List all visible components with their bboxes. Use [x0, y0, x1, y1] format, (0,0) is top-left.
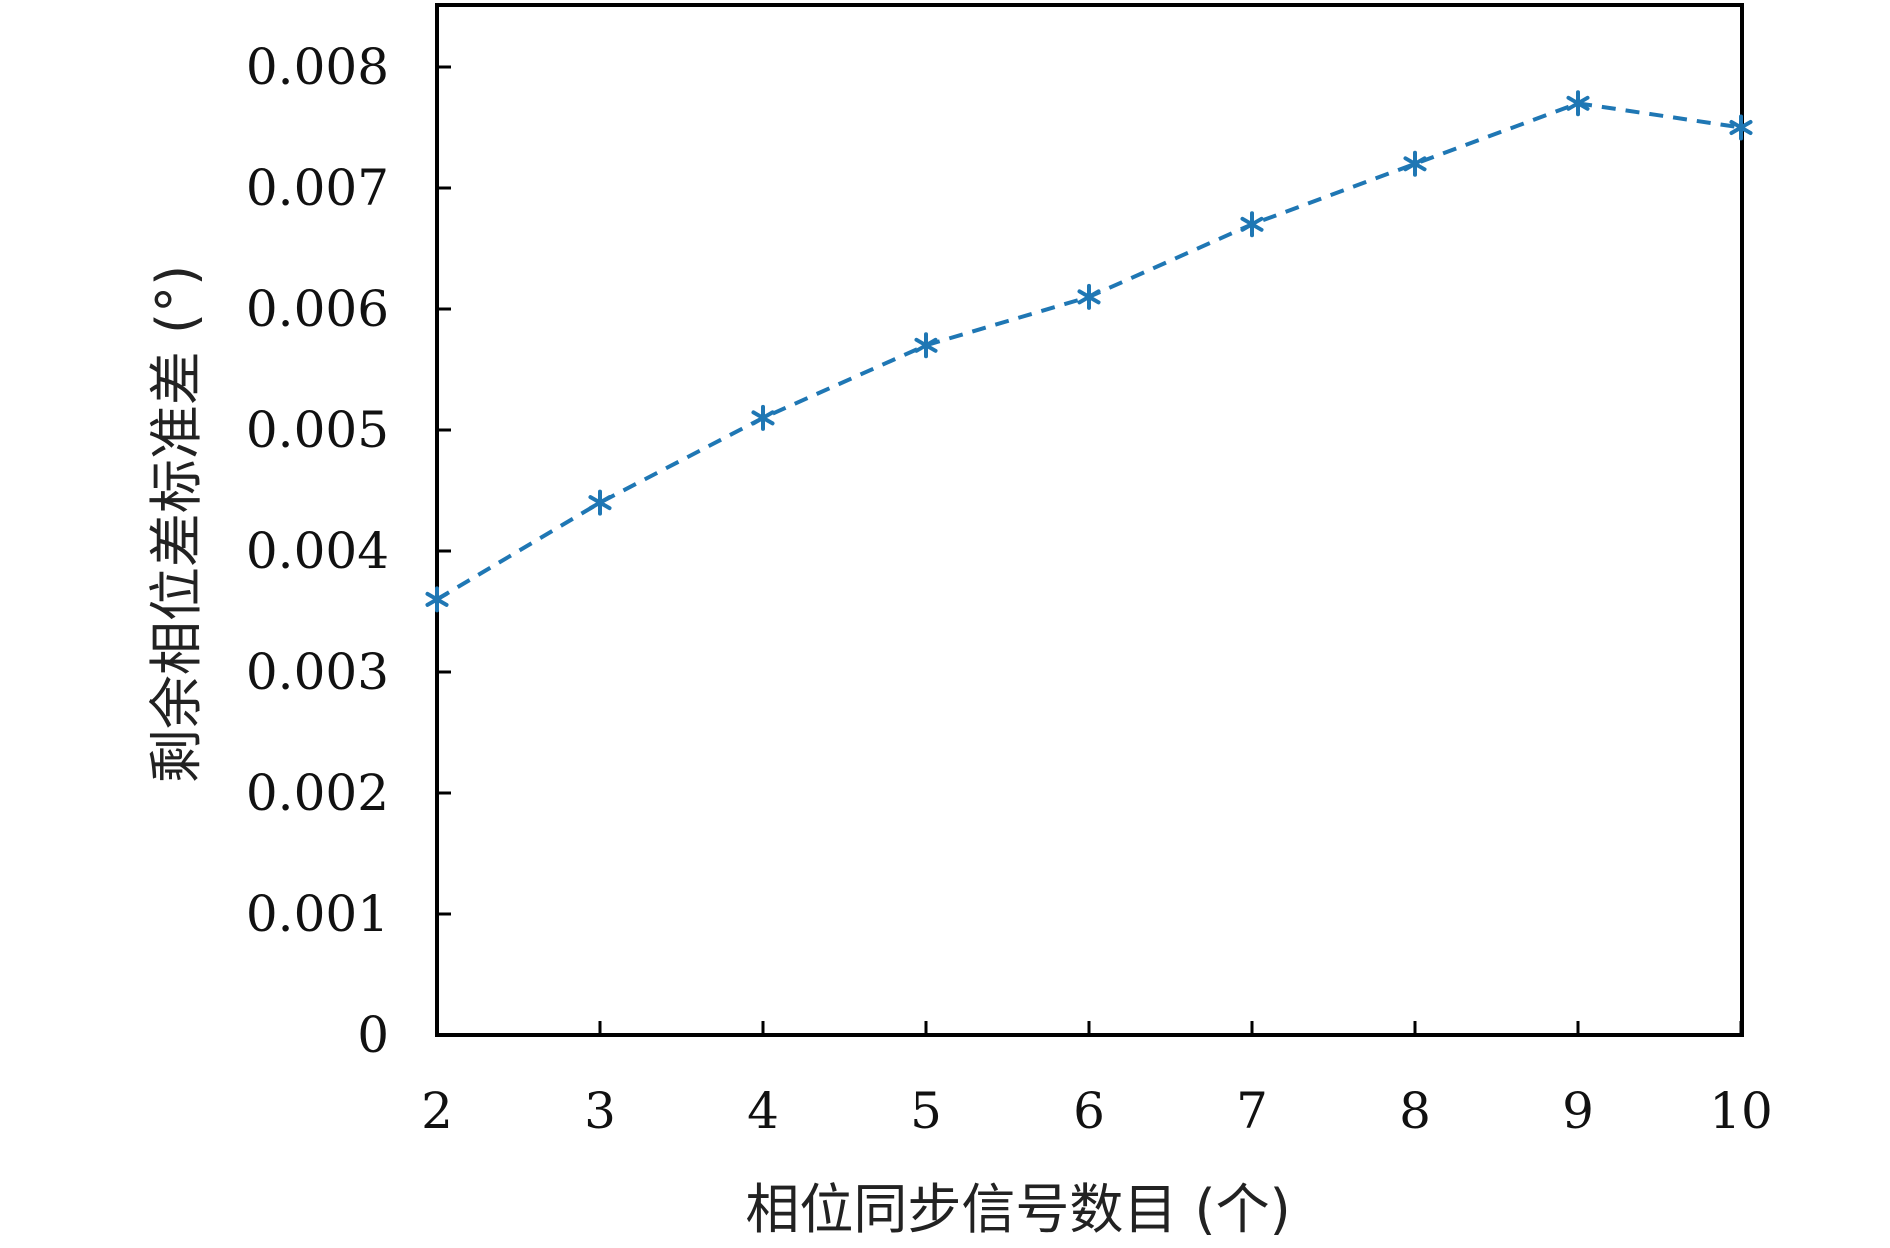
y-tick-label: 0 — [357, 1006, 389, 1064]
y-tick-label: 0.008 — [246, 38, 389, 96]
data-point-marker — [425, 586, 449, 613]
x-tick-label: 3 — [584, 1082, 616, 1140]
x-axis-title: 相位同步信号数目 (个) — [745, 1178, 1290, 1241]
x-tick-label: 7 — [1236, 1082, 1268, 1140]
y-tick-label: 0.007 — [246, 159, 389, 217]
x-tick-label: 6 — [1073, 1082, 1105, 1140]
y-axis-title: 剩余相位差标准差 (°) — [145, 265, 208, 783]
series-markers — [425, 90, 1753, 613]
data-point-marker — [1077, 283, 1101, 310]
x-tick-label: 8 — [1399, 1082, 1431, 1140]
data-point-marker — [1566, 90, 1590, 117]
plot-frame — [435, 3, 1744, 1037]
series-line — [435, 101, 1742, 602]
x-tick-label: 10 — [1709, 1082, 1773, 1140]
data-point-marker — [1403, 150, 1427, 177]
data-point-marker — [914, 332, 938, 359]
data-point-marker — [1729, 114, 1753, 141]
data-point-marker — [751, 404, 775, 431]
y-tick-label: 0.001 — [246, 885, 389, 943]
y-tick-label: 0.002 — [246, 764, 389, 822]
data-point-marker — [588, 489, 612, 516]
x-tick-label: 9 — [1562, 1082, 1594, 1140]
y-tick-label: 0.004 — [246, 522, 389, 580]
x-axis-ticks: 2 3 4 5 6 7 8 9 10 — [421, 1021, 1773, 1140]
x-tick-label: 4 — [747, 1082, 779, 1140]
y-tick-label: 0.005 — [246, 401, 389, 459]
x-tick-label: 2 — [421, 1082, 453, 1140]
x-tick-label: 5 — [910, 1082, 942, 1140]
data-point-marker — [1240, 211, 1264, 238]
y-axis-ticks: 0 0.001 0.002 0.003 0.004 0.005 0.006 0.007 0.00… — [246, 38, 451, 1064]
y-tick-label: 0.006 — [246, 280, 389, 338]
y-tick-label: 0.003 — [246, 643, 389, 701]
